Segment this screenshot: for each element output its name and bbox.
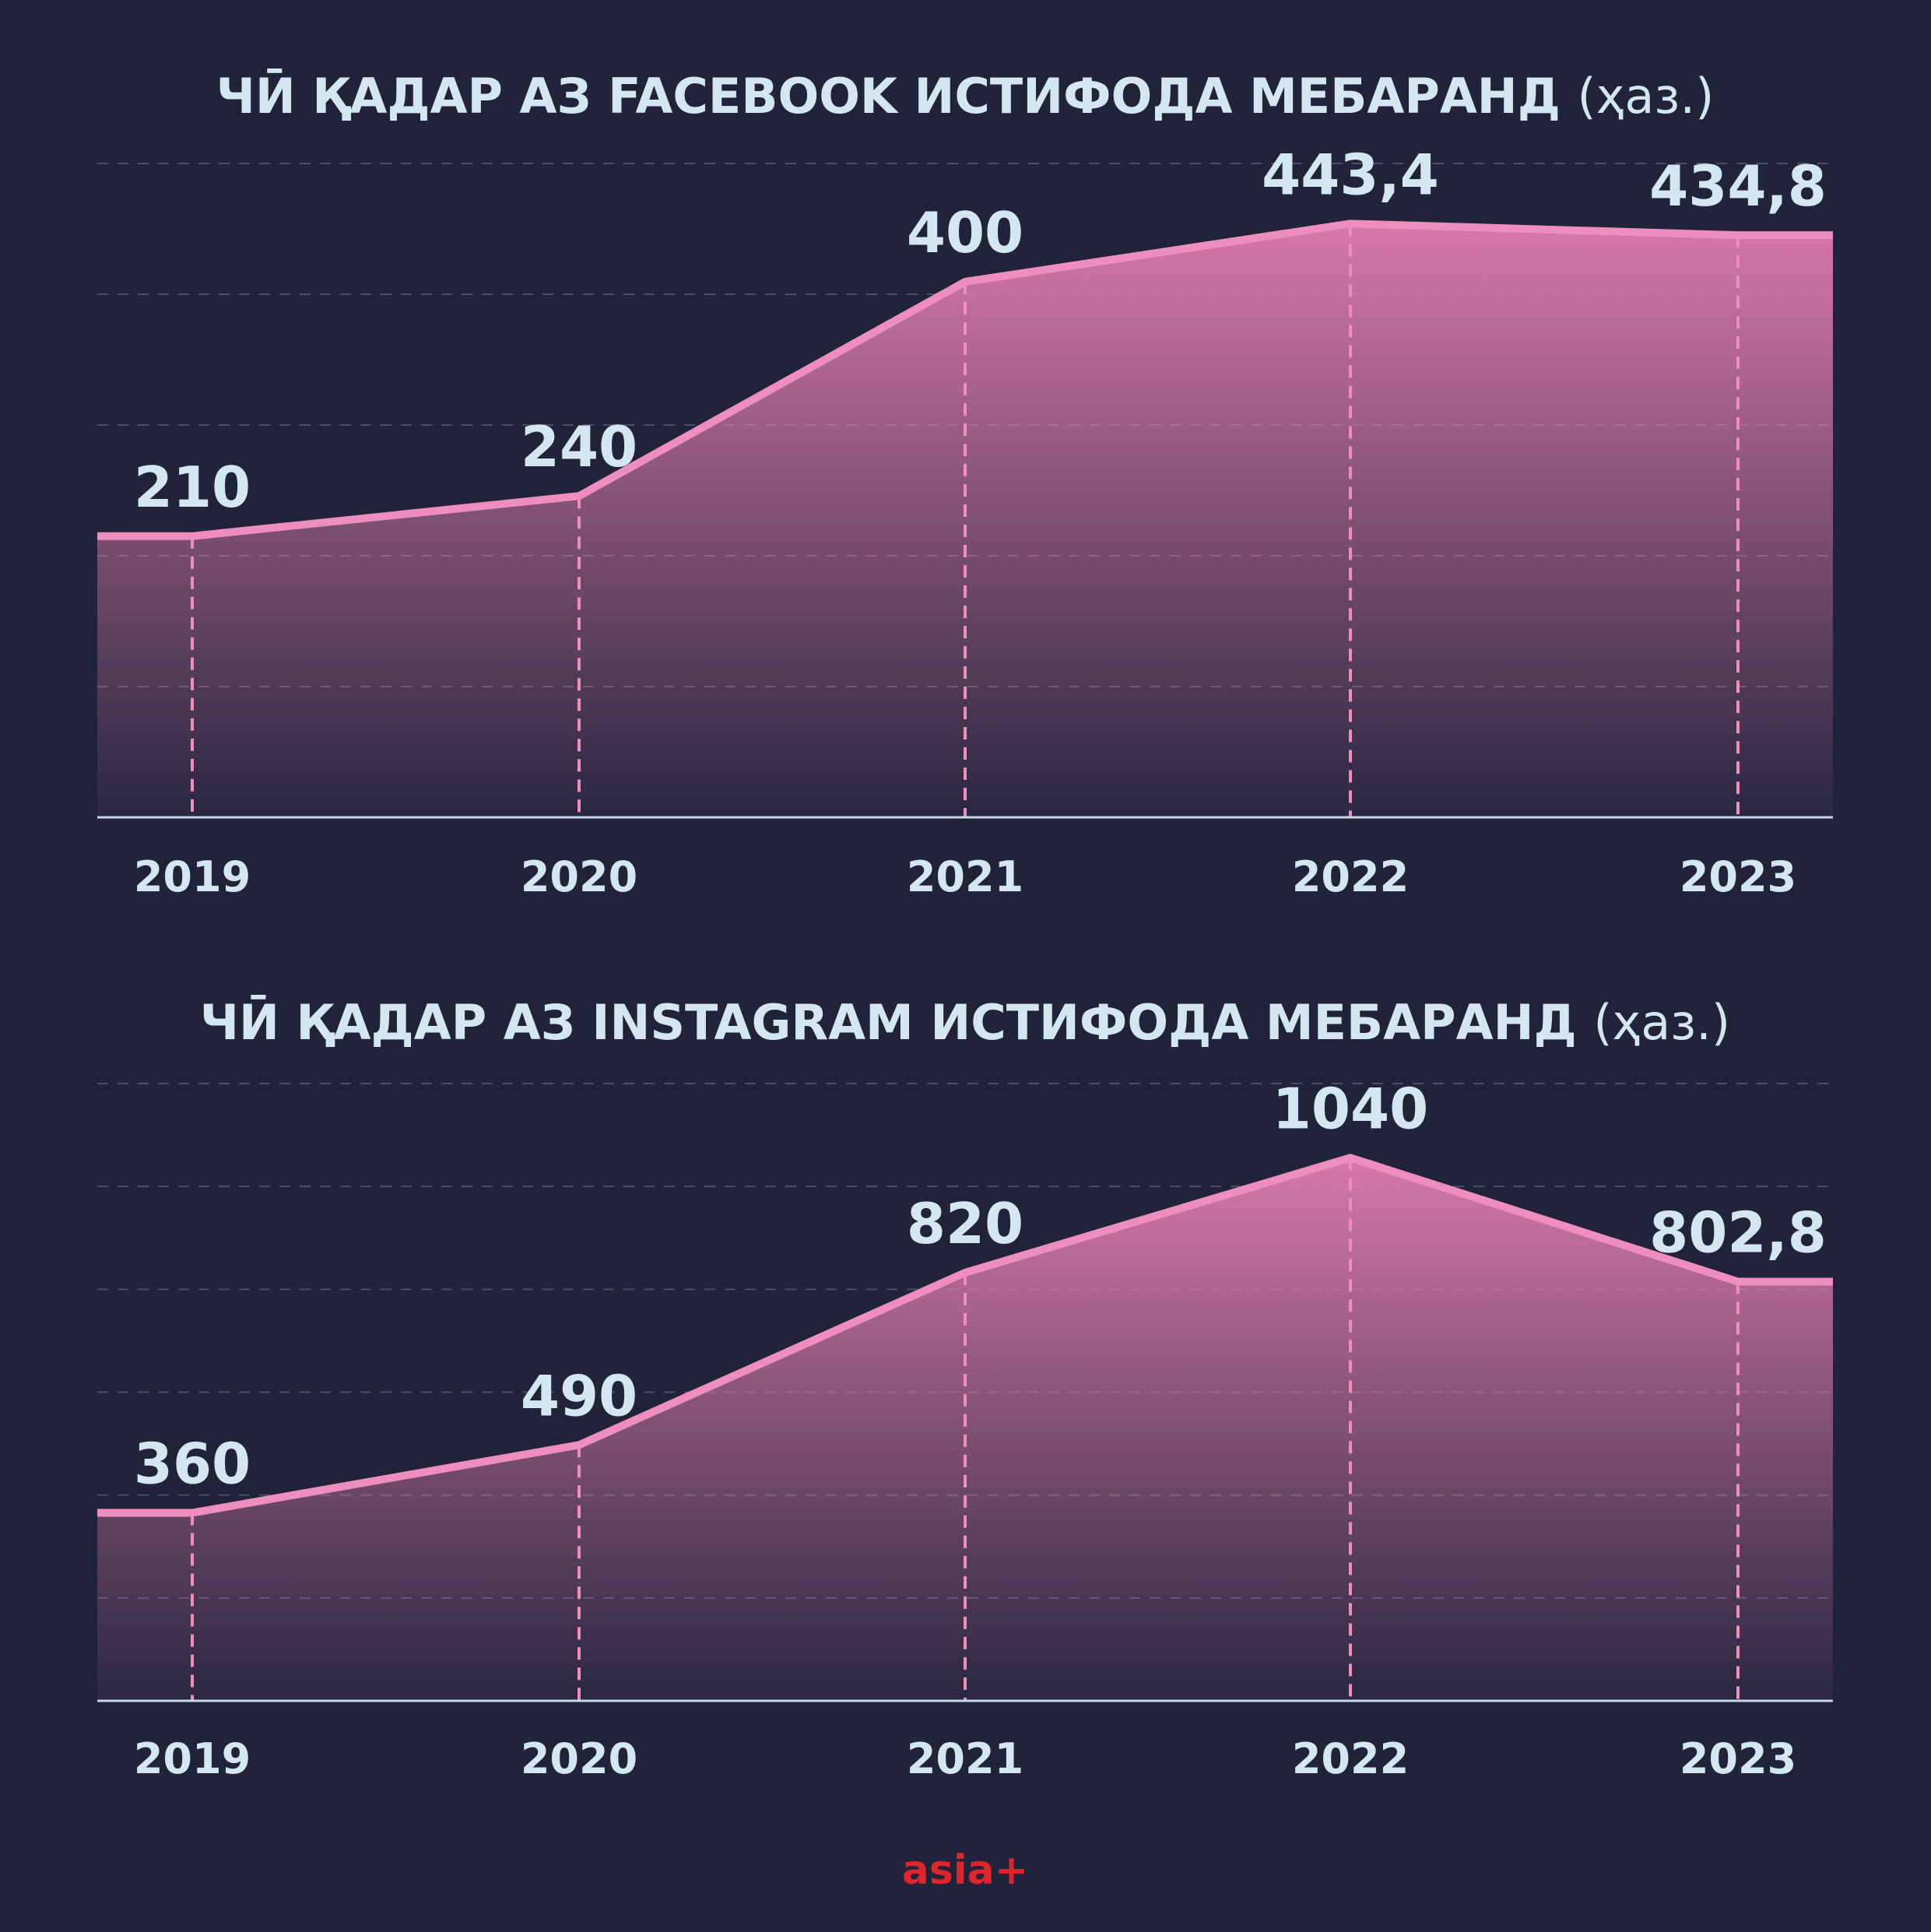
x-tick-label: 2019: [134, 852, 251, 901]
chart-title: ЧӢ ҚАДАР АЗ INSTAGRAM ИСТИФОДА МЕБАРАНД …: [200, 994, 1730, 1051]
value-label: 400: [907, 200, 1023, 265]
area-fill: [97, 1157, 1833, 1701]
value-label: 210: [134, 455, 251, 520]
value-label: 802,8: [1649, 1200, 1827, 1265]
chart-title-unit: (ҳаз.): [1578, 68, 1715, 125]
chart-title: ЧӢ ҚАДАР АЗ FACEBOOK ИСТИФОДА МЕБАРАНД (…: [216, 68, 1715, 125]
series-line: [97, 220, 1833, 540]
x-tick-label: 2020: [521, 852, 637, 901]
value-label: 443,4: [1262, 142, 1439, 207]
x-tick-label: 2023: [1680, 852, 1796, 901]
chart-title-unit: (ҳаз.): [1593, 994, 1730, 1051]
value-label: 490: [521, 1363, 637, 1428]
instagram-chart: ЧӢ ҚАДАР АЗ INSTAGRAM ИСТИФОДА МЕБАРАНД …: [97, 994, 1833, 1783]
series-line: [97, 1154, 1833, 1517]
x-tick-label: 2021: [907, 1734, 1023, 1783]
value-label: 434,8: [1649, 153, 1827, 219]
value-label: 360: [134, 1431, 251, 1497]
facebook-chart: ЧӢ ҚАДАР АЗ FACEBOOK ИСТИФОДА МЕБАРАНД (…: [97, 68, 1833, 901]
facebook-plot: 210 240 400 443,4 434,8 2019 2020 2021 2022 2023: [97, 142, 1833, 901]
x-tick-label: 2022: [1292, 852, 1409, 901]
value-label: 820: [907, 1191, 1023, 1256]
value-label: 240: [521, 414, 637, 479]
instagram-plot: 360 490 820 1040 802,8 2019 2020 2021 2022 2023: [97, 1076, 1833, 1783]
x-tick-label: 2019: [134, 1734, 251, 1783]
x-tick-label: 2021: [907, 852, 1023, 901]
area-fill: [97, 223, 1833, 817]
value-label: 1040: [1273, 1076, 1428, 1141]
x-tick-label: 2020: [521, 1734, 637, 1783]
brand-logo: asia+: [902, 1847, 1029, 1894]
x-tick-label: 2022: [1292, 1734, 1409, 1783]
x-tick-label: 2023: [1680, 1734, 1796, 1783]
